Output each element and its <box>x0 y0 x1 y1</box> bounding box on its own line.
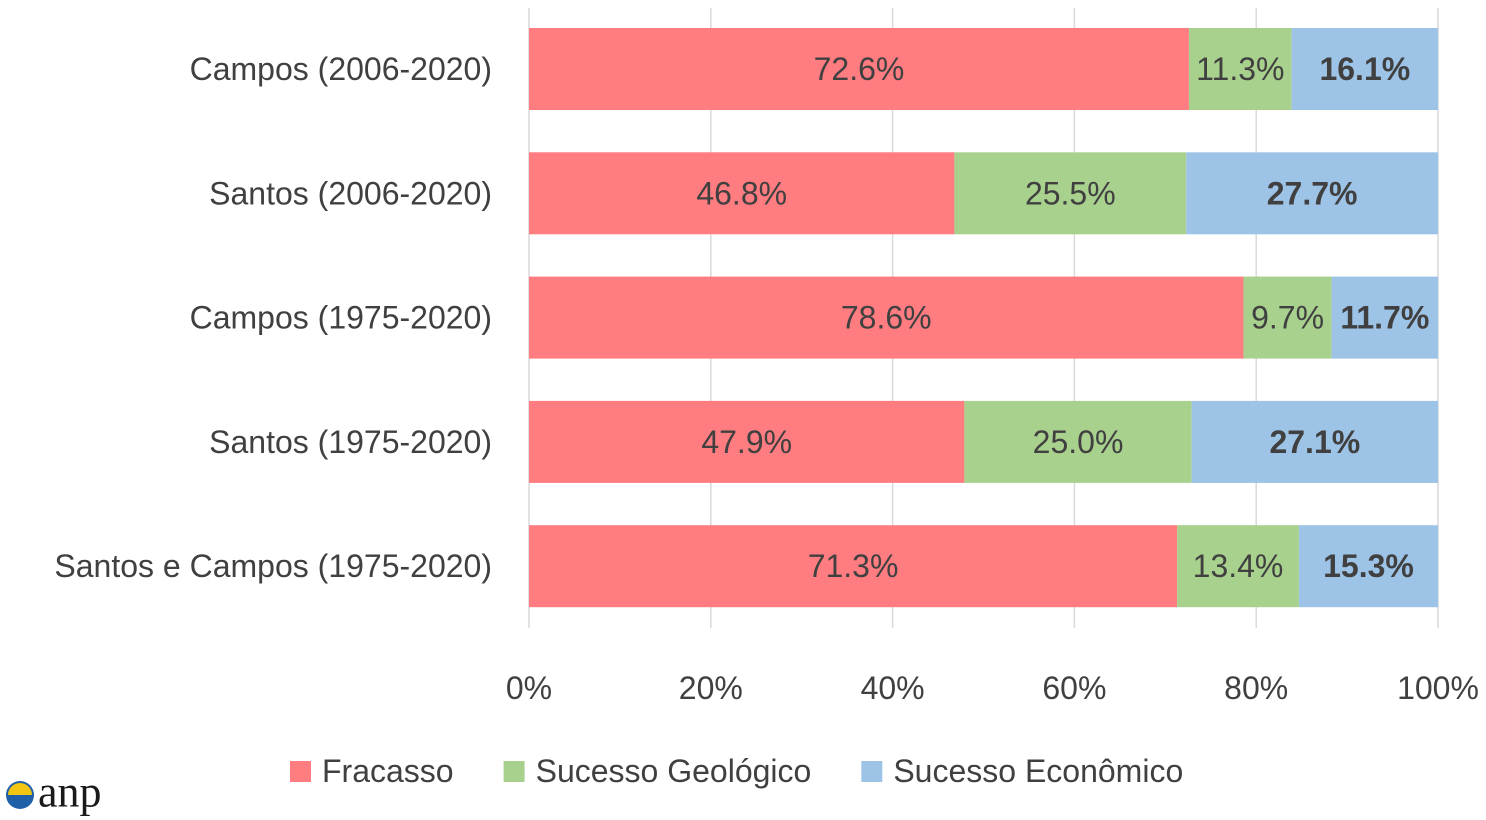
bar-segment <box>954 152 1187 235</box>
legend-label: Fracasso <box>322 753 454 789</box>
bar-segment <box>1191 400 1438 483</box>
value-label: 16.1% <box>1319 51 1410 87</box>
logo: anp <box>6 768 102 817</box>
bar-segment <box>529 28 1189 110</box>
value-label: 25.0% <box>1033 424 1124 460</box>
bar-segment <box>529 400 965 483</box>
bar-segment <box>1188 28 1292 110</box>
x-tick-label: 40% <box>861 670 925 706</box>
value-label: 27.7% <box>1267 175 1358 211</box>
legend-label: Sucesso Econômico <box>893 753 1183 789</box>
y-tick-label: Santos (1975-2020) <box>209 424 492 460</box>
x-tick-label: 0% <box>506 670 552 706</box>
bar-segment <box>529 276 1244 359</box>
value-label: 25.5% <box>1025 175 1116 211</box>
bar-segment <box>1298 525 1438 608</box>
bar-segment <box>529 152 955 235</box>
bar-segment <box>1243 276 1332 359</box>
logo-text: anp <box>38 768 102 817</box>
bar-segment <box>1291 28 1438 110</box>
y-tick-label: Santos e Campos (1975-2020) <box>54 548 492 584</box>
bar-segment <box>529 525 1178 608</box>
x-tick-label: 100% <box>1397 670 1479 706</box>
value-label: 9.7% <box>1251 300 1324 336</box>
bar-segment <box>1331 276 1438 359</box>
x-tick-label: 20% <box>679 670 743 706</box>
y-tick-label: Campos (2006-2020) <box>190 51 492 87</box>
logo-icon <box>8 783 32 795</box>
value-label: 11.7% <box>1340 300 1429 336</box>
value-label: 11.3% <box>1196 51 1284 87</box>
legend-swatch <box>861 761 883 782</box>
value-label: 71.3% <box>808 548 899 584</box>
value-label: 47.9% <box>701 424 792 460</box>
legend-swatch <box>503 761 525 782</box>
value-label: 15.3% <box>1323 548 1414 584</box>
bar-segment <box>1177 525 1299 608</box>
bar-segment <box>964 400 1192 483</box>
value-label: 46.8% <box>696 175 787 211</box>
y-tick-label: Campos (1975-2020) <box>190 300 492 336</box>
y-tick-label: Santos (2006-2020) <box>209 175 492 211</box>
value-label: 27.1% <box>1269 424 1360 460</box>
x-tick-label: 80% <box>1224 670 1288 706</box>
value-label: 13.4% <box>1193 548 1284 584</box>
x-tick-label: 60% <box>1042 670 1106 706</box>
legend-label: Sucesso Geológico <box>536 753 812 789</box>
bar-segment <box>1186 152 1438 235</box>
legend-swatch <box>290 761 311 782</box>
value-label: 78.6% <box>841 300 932 336</box>
value-label: 72.6% <box>814 51 905 87</box>
